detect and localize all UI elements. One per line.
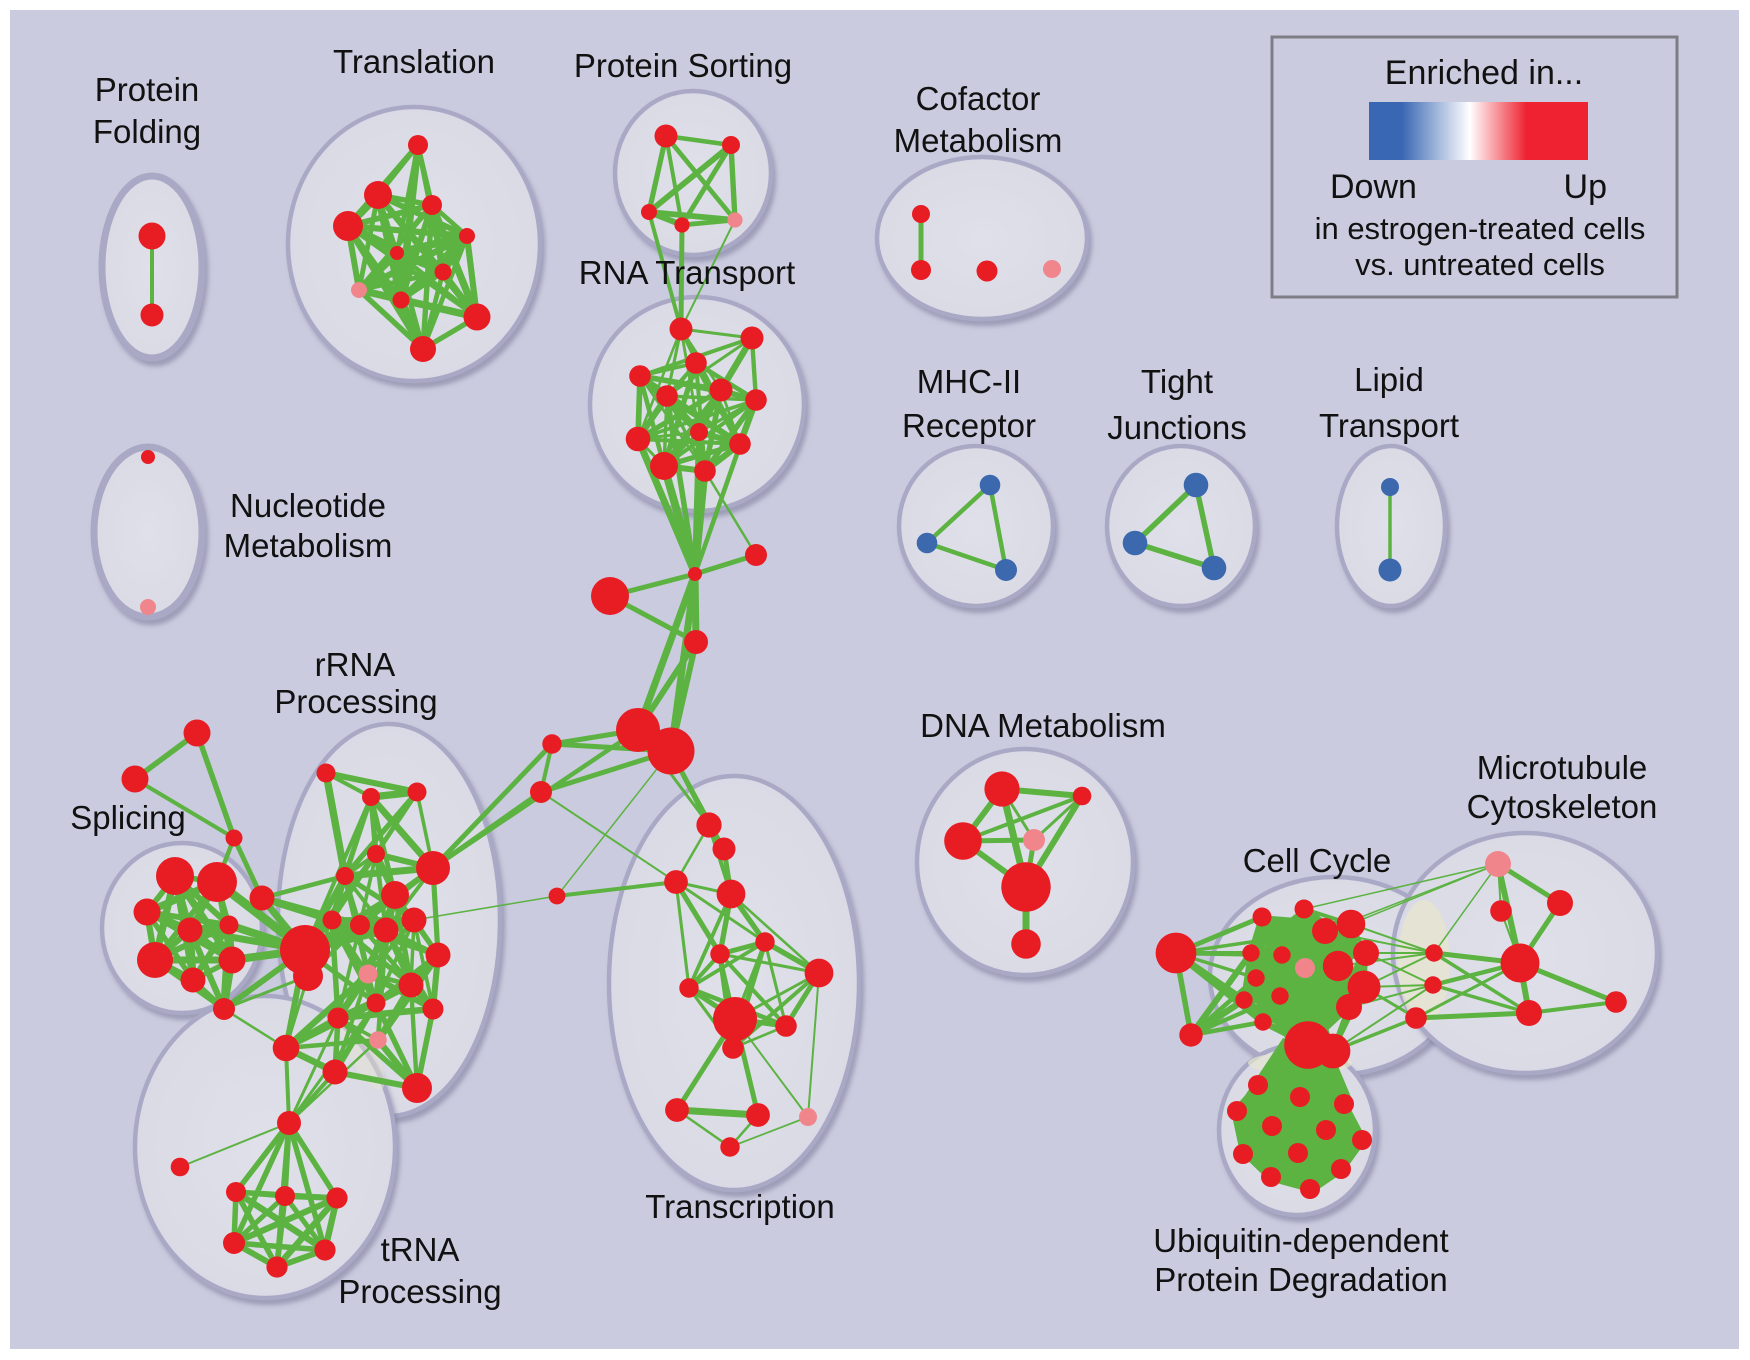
svg-text:Protein Degradation: Protein Degradation — [1154, 1261, 1448, 1298]
svg-text:in estrogen-treated cells: in estrogen-treated cells — [1315, 211, 1646, 246]
svg-text:Metabolism: Metabolism — [224, 527, 393, 564]
svg-text:Transport: Transport — [1319, 407, 1459, 444]
svg-text:Translation: Translation — [333, 43, 495, 80]
svg-text:Down: Down — [1330, 168, 1417, 206]
svg-text:Enriched in...: Enriched in... — [1385, 54, 1583, 92]
svg-text:Metabolism: Metabolism — [894, 122, 1063, 159]
svg-text:Processing: Processing — [274, 683, 437, 720]
svg-text:Protein Sorting: Protein Sorting — [574, 47, 792, 84]
svg-text:Tight: Tight — [1141, 363, 1213, 400]
svg-text:Nucleotide: Nucleotide — [230, 487, 386, 524]
svg-text:Protein: Protein — [95, 71, 200, 108]
svg-text:tRNA: tRNA — [381, 1231, 460, 1268]
svg-text:Splicing: Splicing — [70, 799, 186, 836]
svg-text:MHC-II: MHC-II — [917, 363, 1021, 400]
svg-text:rRNA: rRNA — [315, 646, 396, 683]
svg-text:Folding: Folding — [93, 113, 201, 150]
svg-text:Lipid: Lipid — [1354, 361, 1424, 398]
svg-text:Cell Cycle: Cell Cycle — [1243, 842, 1392, 879]
svg-text:RNA Transport: RNA Transport — [579, 254, 795, 291]
svg-text:Processing: Processing — [338, 1273, 501, 1310]
svg-text:Junctions: Junctions — [1107, 409, 1246, 446]
svg-text:DNA Metabolism: DNA Metabolism — [920, 707, 1166, 744]
svg-text:vs. untreated cells: vs. untreated cells — [1355, 247, 1605, 282]
svg-text:Cofactor: Cofactor — [916, 80, 1041, 117]
svg-text:Ubiquitin-dependent: Ubiquitin-dependent — [1153, 1222, 1448, 1259]
svg-text:Receptor: Receptor — [902, 407, 1036, 444]
svg-text:Cytoskeleton: Cytoskeleton — [1467, 788, 1658, 825]
svg-text:Microtubule: Microtubule — [1477, 749, 1648, 786]
svg-text:Transcription: Transcription — [645, 1188, 835, 1225]
svg-text:Up: Up — [1564, 168, 1607, 206]
